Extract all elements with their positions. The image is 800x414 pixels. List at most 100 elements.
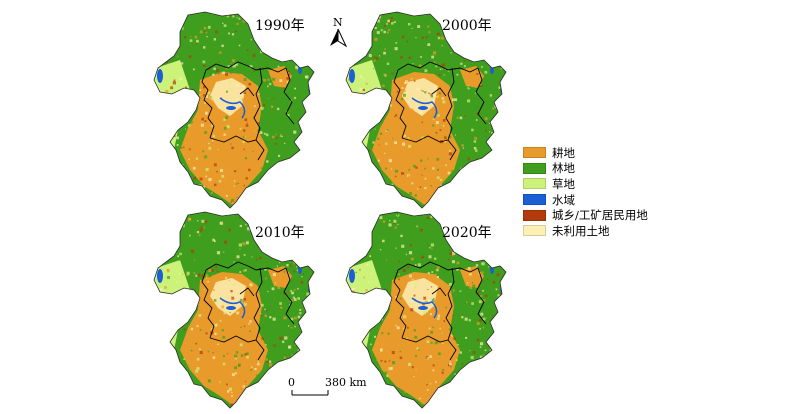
land-speckle [369,17,371,20]
land-speckle [236,196,238,199]
land-speckle [242,136,245,138]
land-speckle [296,140,300,144]
land-speckle [262,131,265,134]
land-speckle [444,140,447,143]
land-speckle [223,251,225,253]
land-speckle [361,22,364,25]
land-speckle [443,320,446,322]
land-speckle [384,371,388,375]
land-speckle [444,135,446,137]
land-speckle [190,161,193,163]
land-speckle [466,64,469,66]
land-speckle [359,75,362,78]
land-speckle [272,52,274,54]
land-speckle [373,240,377,244]
land-speckle [189,39,193,42]
land-speckle [234,366,237,370]
land-speckle [479,318,483,322]
land-speckle [285,178,288,180]
land-speckle [387,332,390,335]
land-speckle [271,287,275,291]
land-speckle [277,391,280,393]
land-speckle [382,220,386,223]
land-speckle [260,314,263,317]
land-speckle [381,77,384,80]
province-boundary [253,267,265,361]
land-speckle [302,291,306,295]
land-speckle [432,326,434,329]
legend-label: 草地 [552,176,575,191]
land-speckle [489,349,492,351]
land-speckle [225,67,229,70]
land-speckle [408,102,410,104]
land-speckle [155,61,157,64]
land-speckle [365,289,368,292]
land-speckle [368,54,372,58]
land-speckle [366,195,370,198]
land-speckle [446,397,450,401]
land-speckle [233,180,236,182]
land-speckle [243,129,246,132]
land-speckle [229,311,231,313]
land-speckle [472,350,476,354]
land-speckle [305,58,307,60]
land-speckle [307,321,309,323]
land-speckle [485,378,487,380]
land-speckle [456,306,460,309]
land-speckle [463,392,465,394]
land-speckle [356,345,359,347]
land-speckle [231,146,234,150]
land-speckle [388,360,391,362]
land-speckle [445,164,448,167]
land-speckle [357,52,361,56]
land-speckle [288,345,292,349]
land-speckle [239,271,242,273]
land-speckle [155,294,157,297]
land-speckle [430,286,433,288]
land-speckle [205,276,208,279]
land-speckle [370,272,373,275]
land-speckle [370,97,372,99]
land-speckle [299,56,301,58]
land-speckle [498,242,501,245]
land-speckle [196,357,200,361]
land-speckle [171,323,175,327]
land-speckle [453,382,455,385]
legend-item-grassland: 草地 [523,176,648,192]
scale-bar-graphic [291,390,329,396]
land-speckle [467,184,470,187]
land-speckle [248,168,251,172]
land-speckle [255,122,258,125]
land-speckle [292,373,295,375]
land-speckle [170,86,174,90]
region-outline [153,11,315,209]
province-boundary [393,269,407,339]
land-speckle [268,218,270,220]
land-speckle [415,37,417,39]
land-speckle [271,191,273,193]
region-outline [153,211,315,409]
land-speckle [244,118,248,122]
land-speckle [403,89,406,92]
land-speckle [236,311,240,315]
land-speckle [394,226,397,229]
land-speckle [499,98,502,102]
land-speckle [169,399,171,401]
land-speckle [172,173,175,177]
land-speckle [354,155,356,157]
land-speckle [395,296,398,299]
land-speckle [482,55,486,58]
land-speckle [212,216,215,218]
land-speckle [303,131,305,133]
land-speckle [441,97,445,100]
land-speckle [478,263,480,265]
land-speckle [157,19,160,22]
land-speckle [176,22,178,24]
land-speckle [305,83,308,85]
land-speckle [189,234,191,237]
land-speckle [272,77,276,81]
land-speckle [394,141,397,145]
land-speckle [270,105,274,108]
land-speckle [348,188,352,192]
land-speckle [251,256,253,258]
